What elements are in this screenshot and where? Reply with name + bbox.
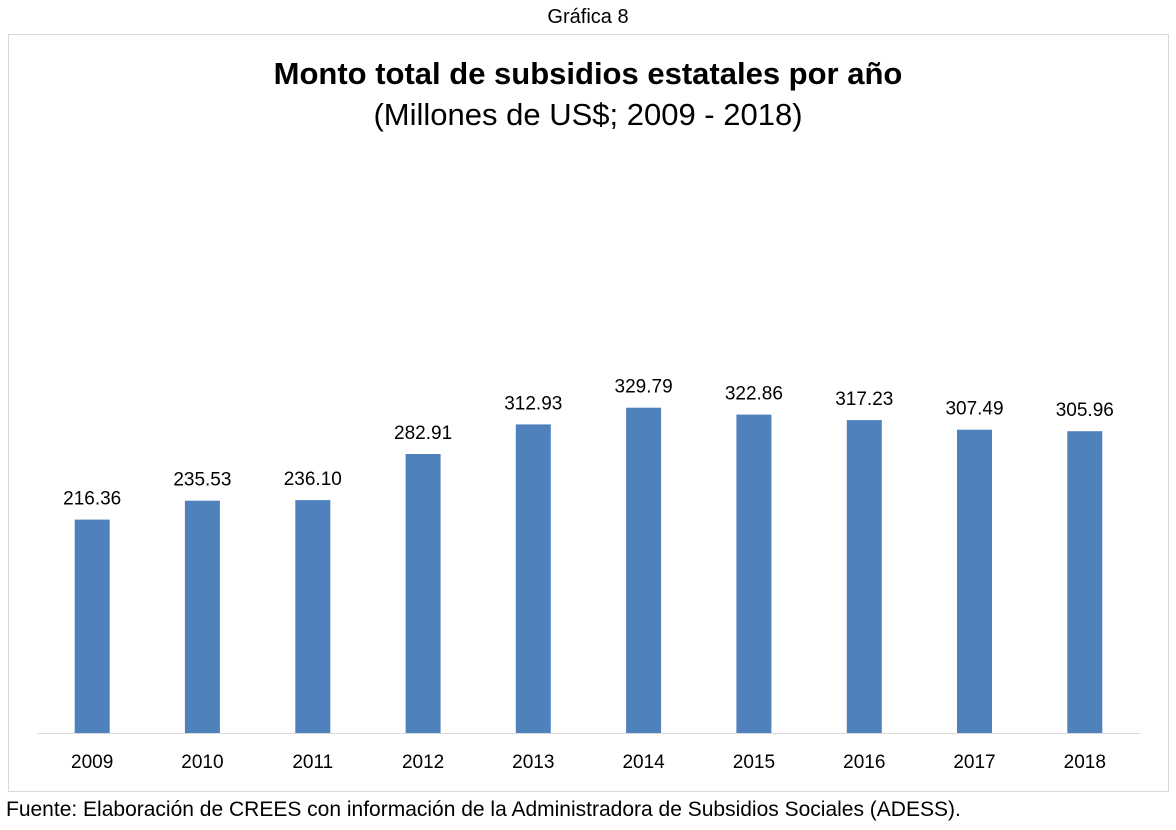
tick-labels-group: 2009 2010 2011 2012 2013 2014 2015 2016 2017 2018 xyxy=(71,752,1106,773)
value-label-2011: 236.10 xyxy=(284,469,342,490)
value-label-2014: 329.79 xyxy=(615,377,673,398)
value-labels-group: 216.36 235.53 236.10 282.91 312.93 329.79 322.… xyxy=(63,377,1114,510)
bar-2013 xyxy=(515,424,551,733)
bar-2015 xyxy=(736,414,772,733)
figure-label: Gráfica 8 xyxy=(547,6,629,28)
bars-group xyxy=(74,407,1103,733)
value-label-2018: 305.96 xyxy=(1056,400,1114,421)
x-tick-label-2015: 2015 xyxy=(733,752,775,773)
bar-2018 xyxy=(1067,431,1103,733)
bar-2016 xyxy=(846,420,882,733)
x-tick-label-2011: 2011 xyxy=(292,752,333,773)
x-tick-label-2012: 2012 xyxy=(402,752,444,773)
x-tick-label-2010: 2010 xyxy=(181,752,223,773)
bar-2017 xyxy=(957,429,992,733)
value-label-2009: 216.36 xyxy=(63,489,121,510)
bar-2012 xyxy=(405,454,441,733)
x-tick-label-2009: 2009 xyxy=(71,752,113,773)
source-note: Fuente: Elaboración de CREES con informa… xyxy=(6,798,961,821)
bar-2010 xyxy=(184,500,220,733)
value-label-2010: 235.53 xyxy=(173,470,231,491)
value-label-2016: 317.23 xyxy=(835,389,893,410)
x-tick-label-2018: 2018 xyxy=(1064,752,1106,773)
chart-subtitle: (Millones de US$; 2009 - 2018) xyxy=(373,97,803,132)
value-label-2012: 282.91 xyxy=(394,423,452,444)
chart-title: Monto total de subsidios estatales por a… xyxy=(273,56,903,91)
bar-2011 xyxy=(295,500,331,733)
value-label-2013: 312.93 xyxy=(504,393,562,414)
value-label-2017: 307.49 xyxy=(945,399,1003,420)
bar-2009 xyxy=(74,519,110,733)
bar-2014 xyxy=(626,407,662,733)
x-tick-label-2014: 2014 xyxy=(622,752,665,773)
x-tick-label-2017: 2017 xyxy=(953,752,995,773)
value-label-2015: 322.86 xyxy=(725,384,783,405)
x-tick-label-2016: 2016 xyxy=(843,752,885,773)
x-tick-label-2013: 2013 xyxy=(512,752,554,773)
